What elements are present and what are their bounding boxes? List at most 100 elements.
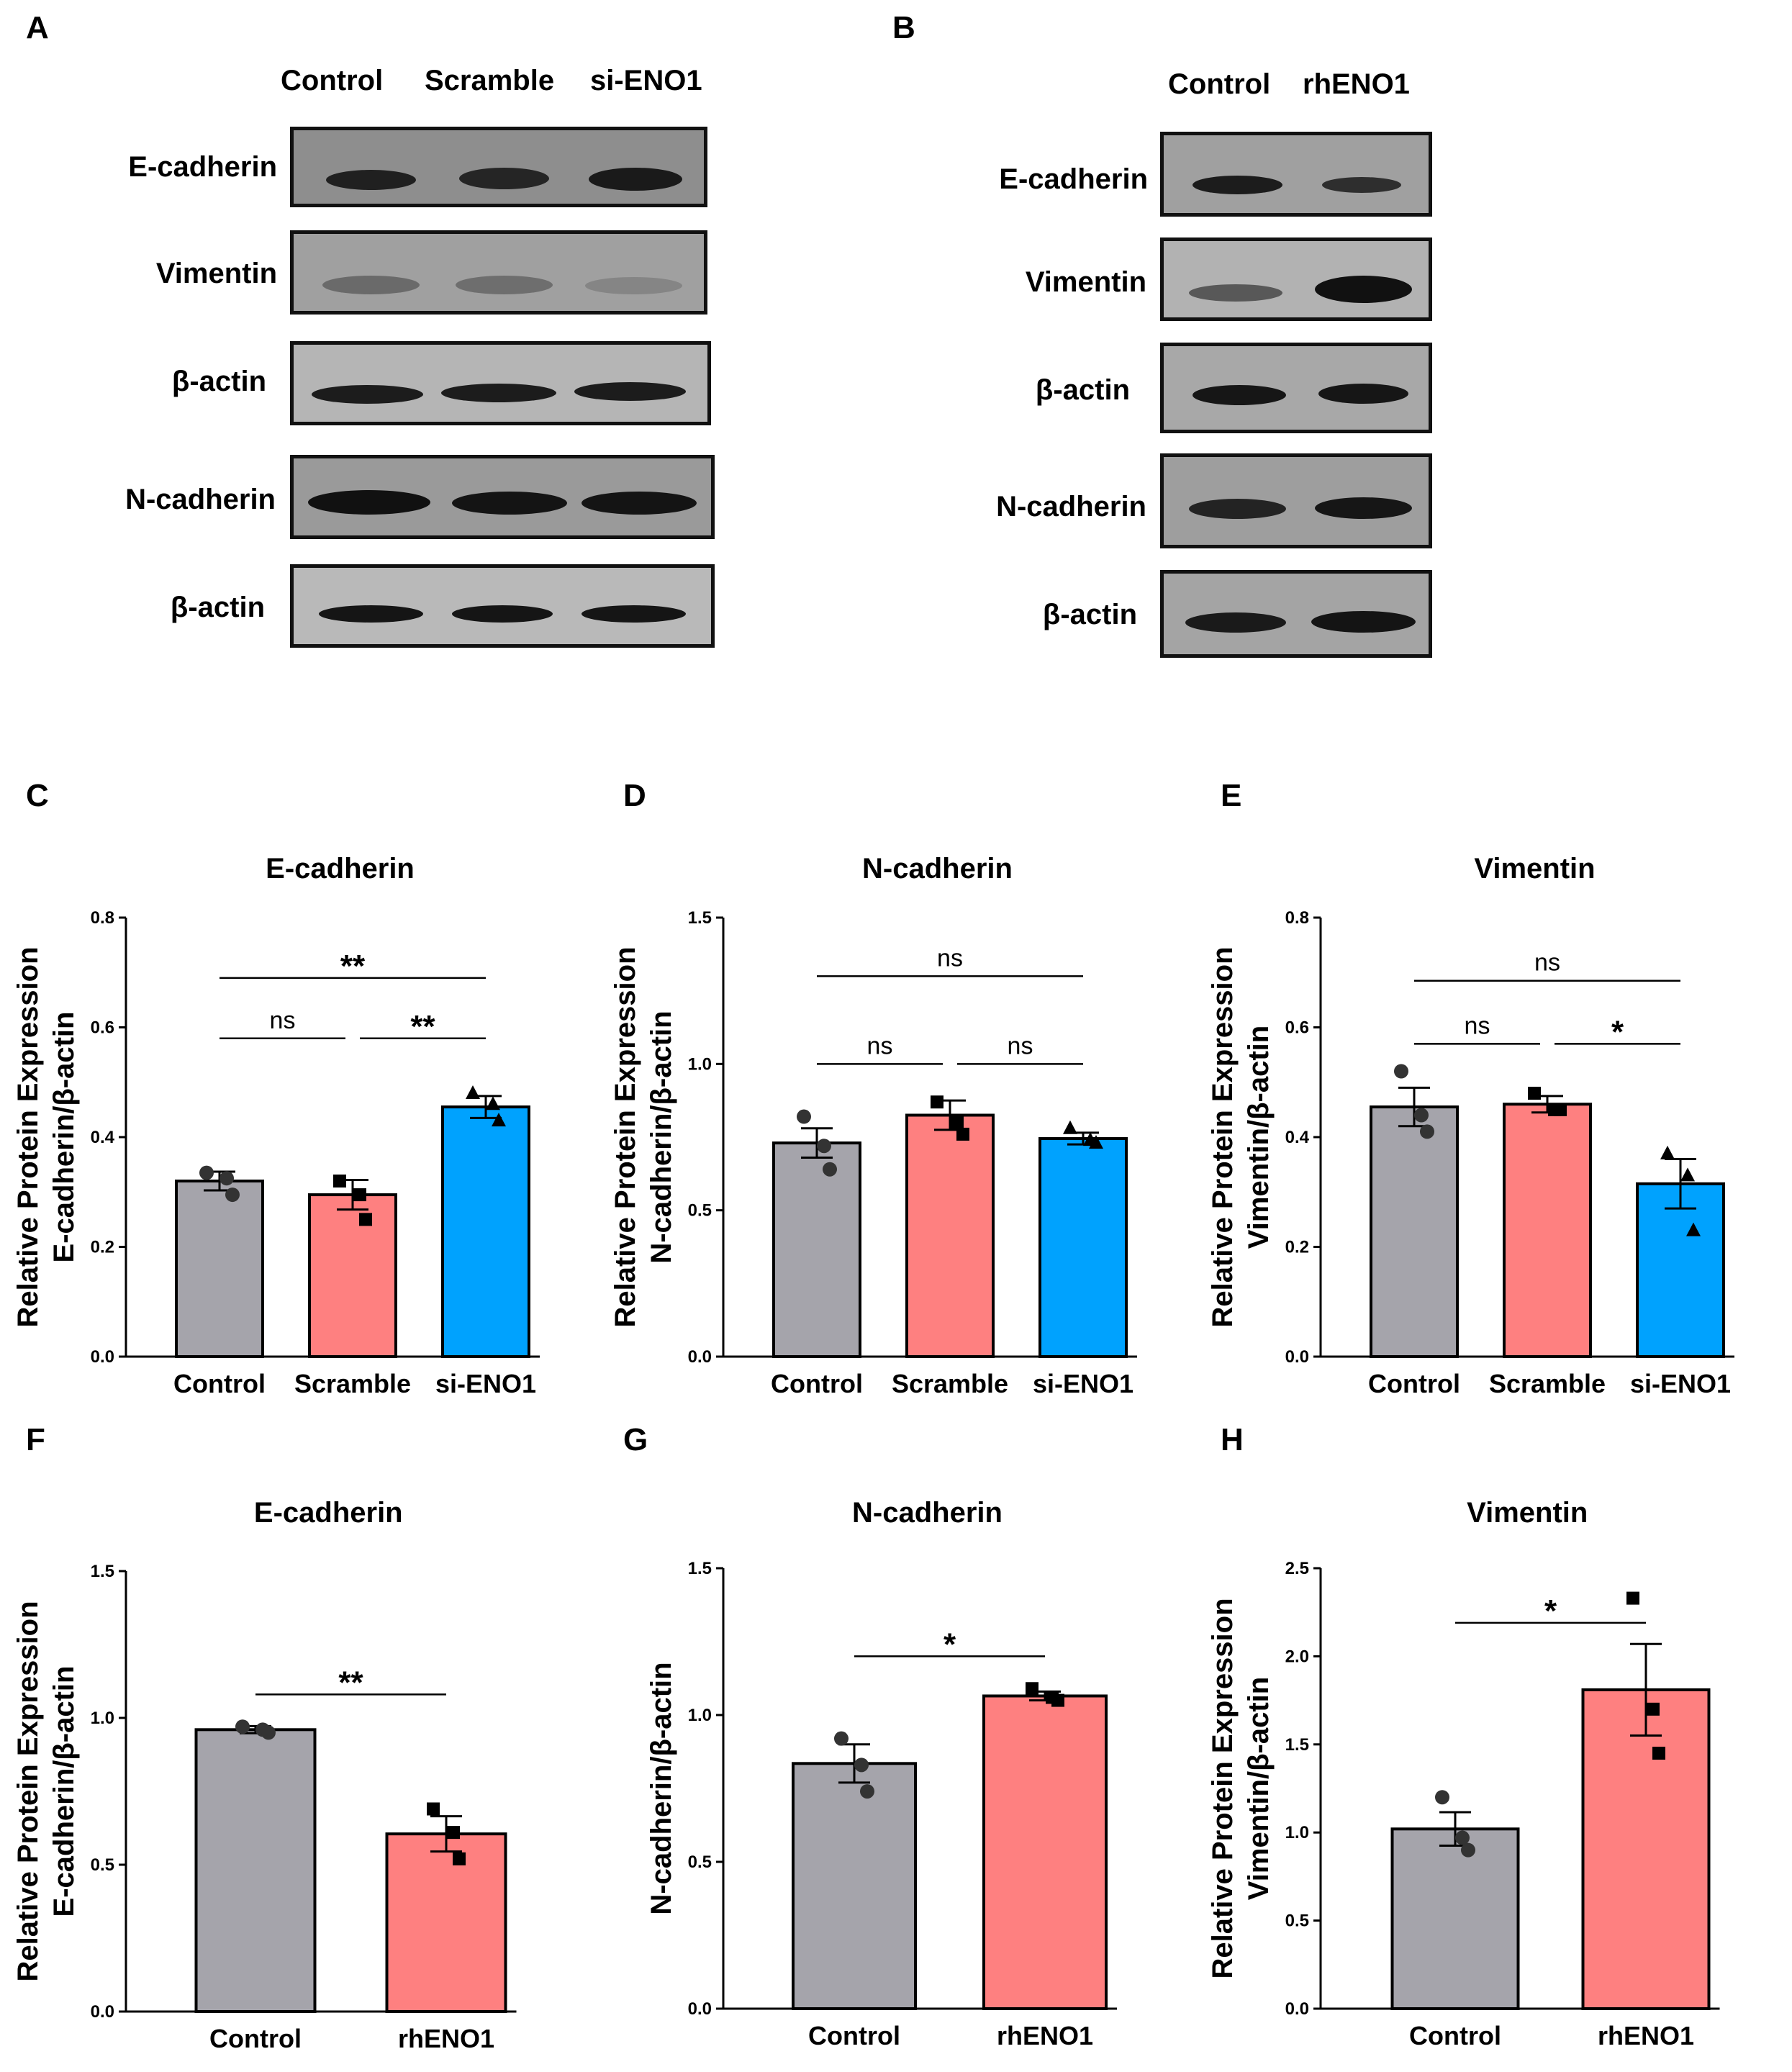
x-tick-label: Scramble [294,1369,411,1398]
data-point [1435,1790,1449,1805]
data-point [1455,1830,1470,1845]
band [319,605,423,623]
y-tick-label: 1.5 [1285,1735,1309,1755]
significance-label: ** [410,1009,435,1044]
blot-b-n-cadherin [1160,453,1432,548]
y-axis-label: Relative Protein Expression [12,1601,44,1981]
chart-c-e-cadherin: C E-cadherin Relative Protein Expression E-… [12,778,540,1398]
y-tick-label: 0.6 [91,1018,114,1038]
bar [441,1105,530,1358]
band [1315,276,1412,303]
x-tick-label: Control [1409,2021,1501,2050]
data-point [333,1175,346,1187]
y-tick-label: 0.6 [1285,1018,1309,1038]
significance-label: * [1611,1014,1624,1049]
data-point [1026,1682,1038,1696]
y-axis-label: Relative Protein Expression [1207,946,1239,1327]
x-tick-label: Control [771,1369,863,1398]
band [452,492,567,515]
x-tick-label: Control [173,1369,266,1398]
data-point [353,1188,366,1202]
panel-letter: G [623,1422,648,1457]
blot-b-label-e-cadherin: E-cadherin [999,163,1148,195]
band [1315,497,1412,519]
significance-label: ns [867,1032,893,1059]
blot-a-label-beta-actin-1: β-actin [171,366,266,397]
x-tick-label: si-ENO1 [1630,1369,1731,1398]
data-point [1063,1120,1077,1134]
y-tick-label: 0.8 [91,908,114,928]
y-axis-label: N-cadherin/β-actin [646,1010,677,1263]
y-tick-label: 0.5 [1285,1912,1309,1931]
chart-f-e-cadherin: F E-cadherin Relative Protein Expression E-… [12,1422,517,2053]
data-point [1051,1693,1064,1707]
chart-d-n-cadherin: D N-cadherin Relative Protein Expression N-… [610,778,1137,1398]
data-point [1647,1702,1660,1716]
y-tick-label: 1.0 [1285,1823,1309,1842]
band [308,490,430,515]
data-point [854,1757,869,1773]
data-point [823,1162,837,1177]
y-axis-label: Relative Protein Expression [12,946,44,1327]
x-tick-label: si-ENO1 [1033,1369,1133,1398]
x-tick-label: Scramble [892,1369,1008,1398]
band [456,276,553,294]
band [312,385,423,404]
data-point [225,1187,240,1203]
chart-g-n-cadherin: G N-cadherin N-cadherin/β-actin 0.0 0.5 1.0 1.… [623,1422,1117,2050]
y-axis-label: Relative Protein Expression [1207,1598,1239,1978]
x-tick-label: Control [209,2024,302,2053]
band [582,492,697,515]
blot-b-beta-actin-2 [1160,570,1432,658]
data-point [1420,1124,1434,1139]
bar [1636,1182,1725,1358]
bar [792,1762,917,2010]
band [1189,284,1282,302]
data-point [1652,1747,1665,1760]
band [589,168,682,191]
y-tick-label: 0.0 [1285,1999,1309,2019]
band [1193,385,1286,405]
data-point [1554,1103,1567,1116]
data-point [199,1165,214,1180]
bar [772,1141,861,1359]
bar [1390,1827,1520,2011]
data-point [220,1171,234,1186]
chart-title: Vimentin [1467,1497,1588,1529]
data-point [797,1109,811,1124]
band [1318,384,1408,404]
blot-a-vimentin [290,230,707,315]
data-point [1414,1108,1429,1123]
bar [308,1193,397,1358]
data-point [817,1139,831,1154]
panel-letter: C [26,778,49,813]
data-point [427,1802,440,1816]
blot-a-beta-actin-2 [290,564,715,648]
y-tick-label: 2.5 [1285,1559,1309,1578]
y-axis-label: N-cadherin/β-actin [646,1662,677,1914]
lane-label-si-eno1: si-ENO1 [590,65,702,96]
y-tick-label: 0.5 [688,1201,712,1221]
data-point [1680,1167,1695,1182]
data-point [492,1113,506,1127]
panel-letter: D [623,778,646,813]
y-axis-label: Vimentin/β-actin [1243,1677,1275,1900]
band [585,277,682,294]
x-tick-label: rhENO1 [1598,2021,1694,2050]
bar [1581,1688,1711,2010]
blot-b-label-beta-actin-2: β-actin [1042,599,1137,630]
data-point [235,1719,250,1734]
significance-label: ns [1008,1032,1033,1059]
data-point [1461,1842,1475,1858]
data-point [486,1096,500,1110]
panel-letter: F [26,1422,45,1457]
data-point [359,1213,372,1226]
data-point [261,1725,276,1740]
significance-label: ** [338,1665,363,1700]
y-tick-label: 0.4 [91,1128,115,1147]
significance-label: ** [340,949,366,984]
blot-a-label-n-cadherin: N-cadherin [125,484,276,515]
lane-label-control-b: Control [1168,68,1271,100]
significance-label: * [1544,1593,1557,1629]
blot-b-beta-actin-1 [1160,343,1432,433]
